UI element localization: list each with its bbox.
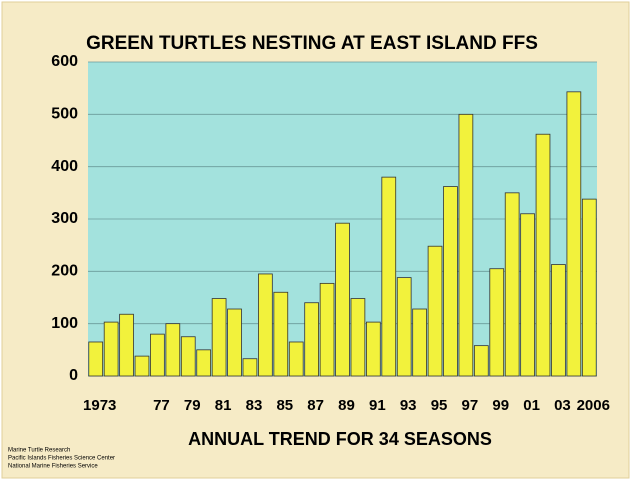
- footnote: Marine Turtle Research: [8, 448, 70, 454]
- bar: [227, 308, 242, 377]
- x-tick-label: 01: [523, 397, 540, 414]
- bar: [165, 323, 181, 377]
- bar: [566, 91, 582, 377]
- bar: [196, 349, 212, 377]
- x-tick-label: 95: [431, 397, 448, 414]
- bar: [535, 133, 551, 377]
- bar: [427, 245, 443, 377]
- bar: [134, 355, 150, 377]
- bar: [288, 341, 304, 377]
- bar: [381, 176, 397, 377]
- bar: [551, 264, 566, 377]
- bar: [581, 198, 597, 377]
- y-tick-label: 300: [51, 210, 78, 227]
- bar: [396, 277, 412, 377]
- bar: [350, 298, 366, 377]
- bar: [504, 192, 520, 377]
- bar: [319, 282, 335, 377]
- x-tick-label: 99: [492, 397, 509, 414]
- bar: [304, 302, 319, 377]
- bar: [412, 308, 427, 377]
- bar: [211, 298, 227, 377]
- x-tick-label: 03: [554, 397, 571, 414]
- y-tick-label: 100: [51, 315, 78, 332]
- chart-title: GREEN TURTLES NESTING AT EAST ISLAND FFS: [86, 33, 538, 54]
- y-tick-label: 400: [51, 158, 78, 175]
- x-tick-label: 93: [400, 397, 417, 414]
- y-tick-label: 500: [51, 106, 78, 123]
- bar: [150, 333, 165, 377]
- x-tick-label: 87: [307, 397, 324, 414]
- x-tick-label: 89: [338, 397, 355, 414]
- bar: [443, 186, 458, 377]
- bar: [103, 321, 119, 377]
- bar: [180, 336, 196, 377]
- x-axis-label: ANNUAL TREND FOR 34 SEASONS: [188, 429, 492, 449]
- x-tick-label: 77: [153, 397, 170, 414]
- bar: [242, 358, 258, 377]
- x-tick-label: 91: [369, 397, 386, 414]
- bar: [473, 345, 489, 377]
- bar: [258, 273, 273, 377]
- x-tick-label: 83: [246, 397, 263, 414]
- x-tick-label: 97: [462, 397, 479, 414]
- y-tick-label: 600: [51, 53, 78, 70]
- bar: [366, 321, 381, 377]
- x-tick-label: 1973: [83, 397, 116, 414]
- footnote: Pacific Islands Fisheries Science Center: [8, 456, 115, 462]
- y-tick-label: 200: [51, 263, 78, 280]
- x-tick-label: 2006: [577, 397, 610, 414]
- bar: [520, 213, 535, 377]
- bar: [335, 222, 350, 377]
- y-tick-label: 0: [69, 367, 78, 384]
- footnote: National Marine Fisheries Service: [8, 464, 98, 470]
- bar: [119, 313, 134, 377]
- x-tick-label: 85: [276, 397, 293, 414]
- bar: [489, 268, 505, 377]
- x-tick-label: 79: [184, 397, 201, 414]
- bar: [273, 291, 289, 377]
- bar: [88, 341, 104, 377]
- x-tick-label: 81: [215, 397, 232, 414]
- bar: [458, 113, 474, 377]
